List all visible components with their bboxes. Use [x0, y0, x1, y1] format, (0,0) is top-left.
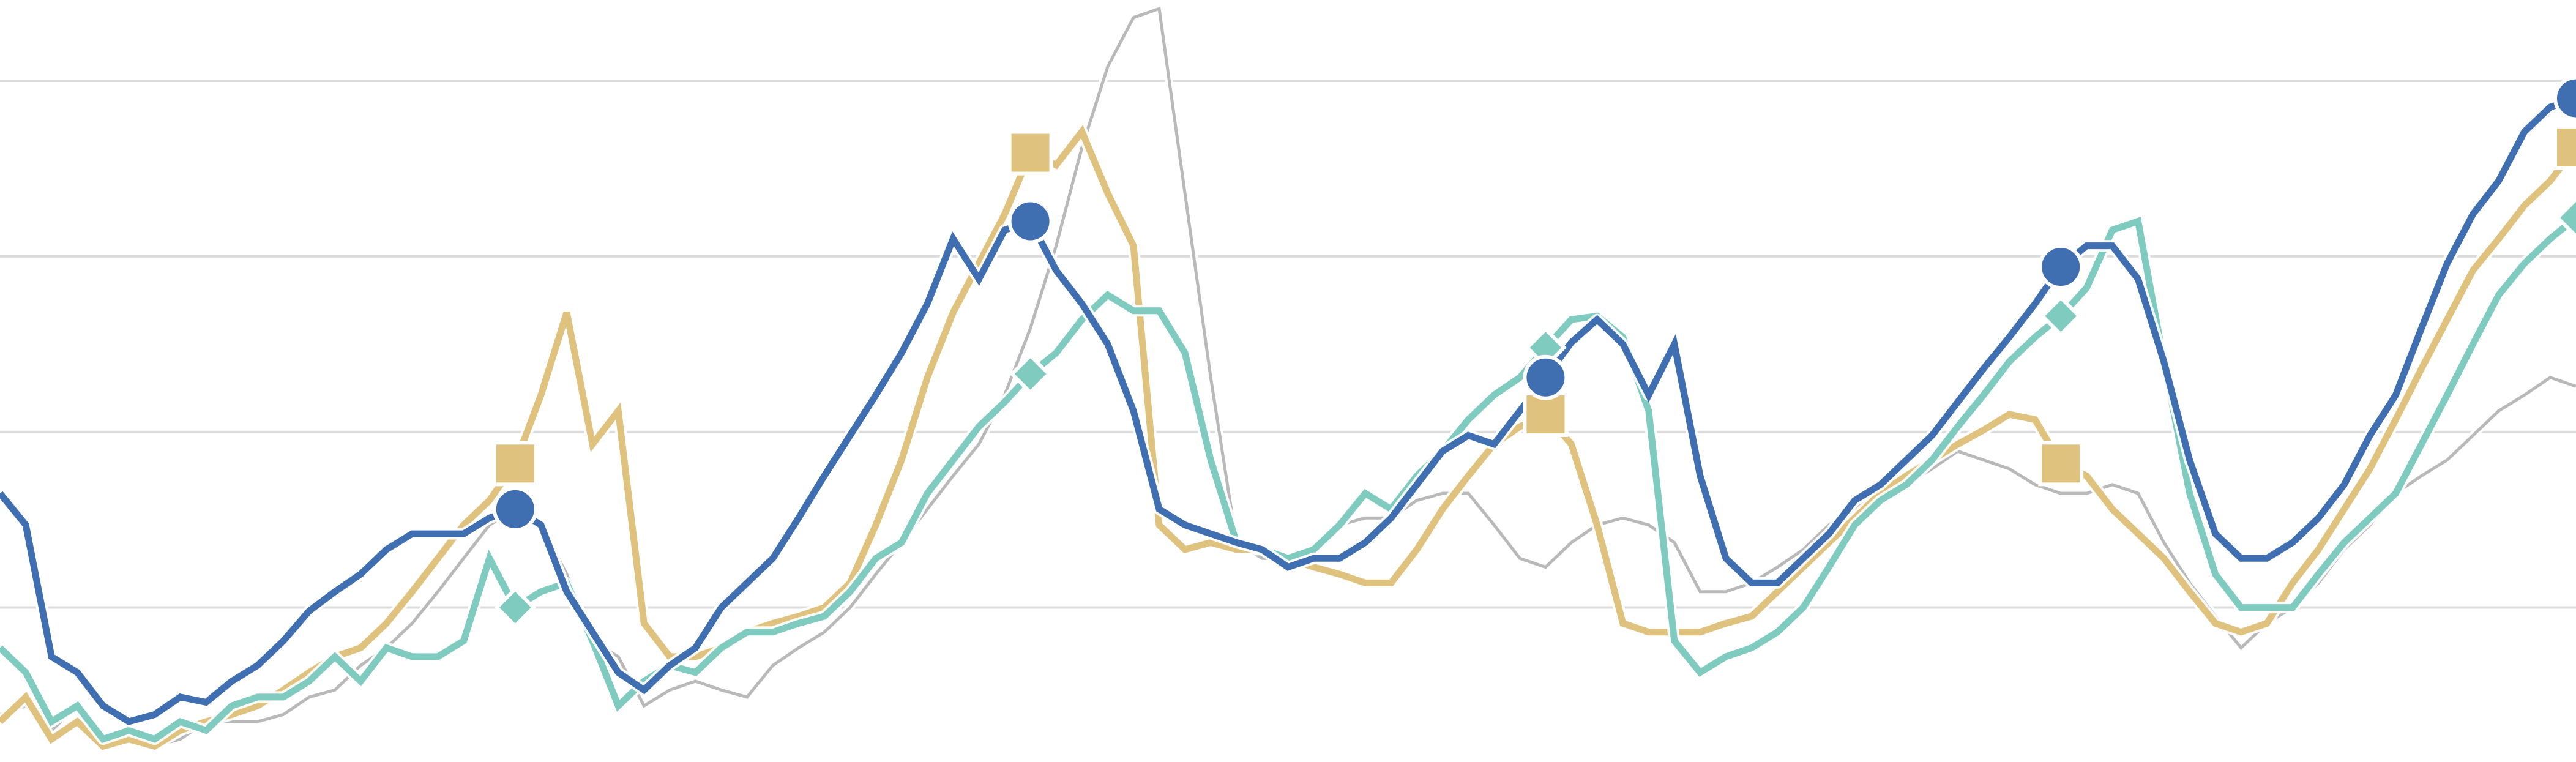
marker: [1523, 354, 1569, 400]
marker: [2039, 295, 2082, 337]
line-halo: [0, 4, 2576, 750]
marker: [2038, 441, 2084, 487]
marker: [2038, 244, 2084, 290]
series-line: [0, 95, 2576, 725]
marker: [492, 441, 538, 487]
series-line: [0, 215, 2576, 744]
marker: [1007, 198, 1053, 244]
marker: [1009, 353, 1051, 395]
marker: [494, 586, 537, 629]
marker: [492, 486, 538, 532]
marker: [1007, 130, 1053, 176]
marker: [2555, 196, 2576, 239]
marker: [2553, 75, 2576, 121]
marker: [2553, 124, 2576, 170]
series-line: [0, 6, 2576, 748]
